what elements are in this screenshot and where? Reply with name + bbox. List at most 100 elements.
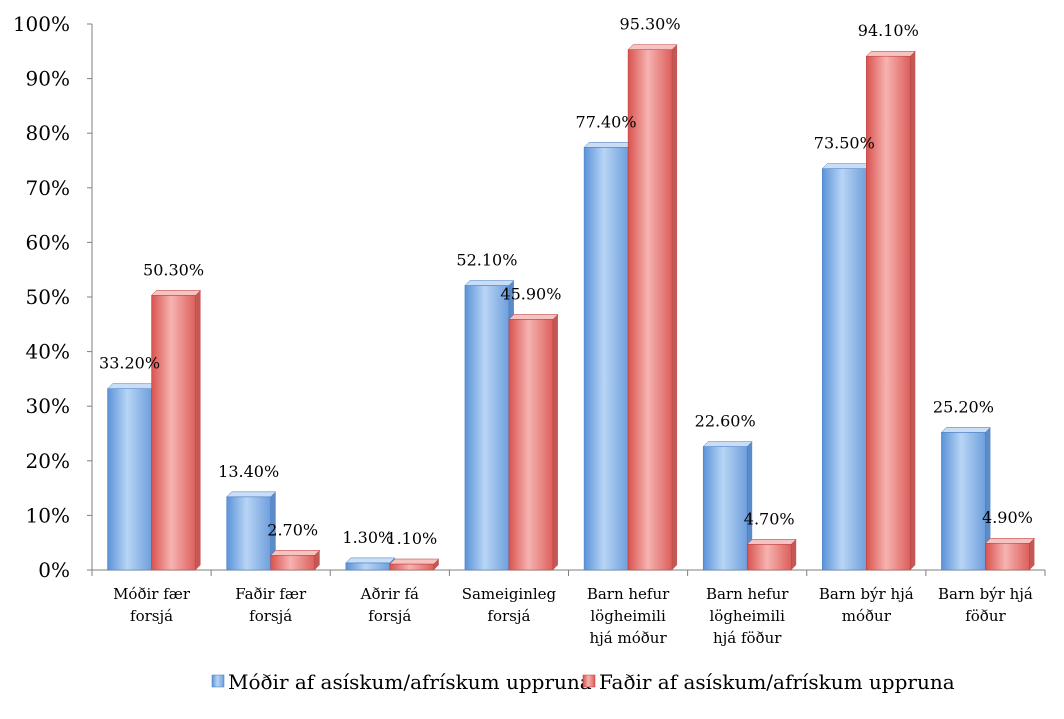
x-tick-label-line: forsjá — [368, 607, 411, 625]
bar — [389, 563, 435, 571]
bar — [822, 168, 867, 571]
bar-side — [1029, 538, 1035, 570]
bar-top — [345, 557, 396, 564]
bar — [270, 555, 315, 571]
x-tick-label-line: Sameiginleg — [462, 585, 557, 603]
data-label: 2.70% — [267, 520, 318, 539]
x-tick-label: Aðrir fá forsjá — [360, 585, 419, 625]
bar-top — [583, 142, 634, 148]
bar — [627, 49, 673, 571]
x-tick-label-line: hjá föður — [713, 629, 782, 647]
bar-top — [821, 163, 872, 169]
x-tick-label-line: forsjá — [487, 607, 530, 625]
bar-top — [106, 383, 158, 389]
data-label: 94.10% — [858, 21, 919, 40]
x-tick-label-line: Aðrir fá — [360, 585, 419, 603]
bar-top — [984, 537, 1036, 544]
bar — [702, 446, 748, 571]
data-label: 1.30% — [342, 528, 393, 547]
bar-top — [150, 290, 202, 296]
data-label: 13.40% — [218, 462, 279, 481]
bar-top — [746, 539, 797, 545]
bar-side — [195, 290, 201, 570]
data-label: 77.40% — [576, 112, 637, 131]
bar-top — [627, 44, 678, 50]
data-label: 4.70% — [744, 509, 795, 528]
bar-side — [552, 314, 558, 570]
y-tick-label: 70% — [26, 176, 70, 200]
x-tick-label-line: forsjá — [249, 607, 292, 625]
bar-side — [314, 550, 320, 570]
bar-top — [226, 491, 277, 498]
y-tick-label: 80% — [26, 121, 70, 145]
y-tick-label: 50% — [26, 285, 70, 309]
bar-side — [747, 441, 753, 570]
y-tick-label: 10% — [26, 503, 70, 527]
x-tick-label-line: lögheimili — [590, 607, 666, 625]
x-tick-label: Barn hefur lögheimili hjá föður — [706, 585, 789, 647]
x-tick-label: Sameiginleg forsjá — [462, 585, 557, 625]
bar-top — [865, 50, 916, 57]
x-tick-label-line: Barn býr hjá — [819, 585, 914, 603]
bar-side — [433, 558, 439, 570]
data-label: 45.90% — [500, 284, 561, 303]
y-tick-label: 40% — [26, 340, 70, 364]
x-tick-label: Barn býr hjá föður — [938, 585, 1033, 625]
axes: 0% 10% 20% 30% 40% 50% 60% 70% 80% 90% 100% Móðir f… — [13, 12, 1046, 647]
data-label: 25.20% — [933, 397, 994, 416]
data-label: 4.90% — [982, 508, 1033, 527]
bar — [464, 285, 510, 571]
bars — [106, 44, 1036, 571]
x-tick-label-line: móður — [842, 607, 892, 625]
legend-label: Faðir af asískum/afrískum uppruna — [599, 670, 955, 694]
data-label: 73.50% — [814, 134, 875, 153]
x-tick-label-line: föður — [965, 607, 1006, 625]
x-tick-label-line: Barn býr hjá — [938, 585, 1033, 603]
bar — [508, 319, 554, 571]
x-tick-label-line: Barn hefur — [587, 585, 670, 603]
bar-side — [672, 44, 678, 571]
x-tick-label: Faðir fær forsjá — [235, 585, 307, 625]
data-label: 52.10% — [456, 251, 517, 270]
legend-swatch — [582, 674, 596, 688]
data-label: 95.30% — [620, 15, 681, 34]
y-tick-label: 100% — [13, 12, 70, 36]
x-tick-label: Barn býr hjá móður — [819, 585, 914, 625]
bar-top — [389, 558, 440, 565]
legend: Móðir af asískum/afrískum uppruna Faðir a… — [211, 670, 955, 694]
bar-top — [940, 427, 992, 433]
y-tick-label: 20% — [26, 449, 70, 473]
bar — [985, 542, 1030, 571]
bar — [941, 432, 986, 571]
x-tick-label-line: Faðir fær — [235, 585, 307, 603]
bar-top — [270, 550, 321, 556]
y-tick-label: 30% — [26, 394, 70, 418]
legend-swatch — [211, 674, 225, 688]
x-tick-label: Barn hefur lögheimili hjá móður — [587, 585, 670, 647]
bar — [866, 55, 911, 571]
y-tick-label: 90% — [26, 67, 70, 91]
bar-side — [910, 51, 916, 571]
y-tick-label: 60% — [26, 230, 70, 254]
x-tick-label-line: Móðir fær — [113, 585, 191, 603]
bar-top — [702, 441, 753, 447]
data-labels: 33.20% 13.40% 1.30% 52.10% 77.40% 22.60% 73.50… — [99, 15, 1033, 548]
bar-side — [985, 427, 991, 570]
bar-top — [508, 314, 559, 320]
bar — [345, 562, 391, 571]
data-label: 22.60% — [695, 412, 756, 431]
x-tick-label: Móðir fær forsjá — [113, 585, 191, 625]
x-tick-label-line: hjá móður — [589, 629, 667, 647]
x-tick-label-line: Barn hefur — [706, 585, 789, 603]
data-label: 50.30% — [143, 260, 204, 279]
legend-label: Móðir af asískum/afrískum uppruna — [228, 670, 592, 694]
bar — [746, 544, 792, 571]
y-tick-label: 0% — [38, 558, 70, 582]
data-label: 1.10% — [386, 529, 437, 548]
x-tick-label-line: lögheimili — [709, 607, 785, 625]
data-label: 33.20% — [99, 354, 160, 373]
bar-side — [270, 491, 276, 570]
bar — [151, 295, 196, 571]
